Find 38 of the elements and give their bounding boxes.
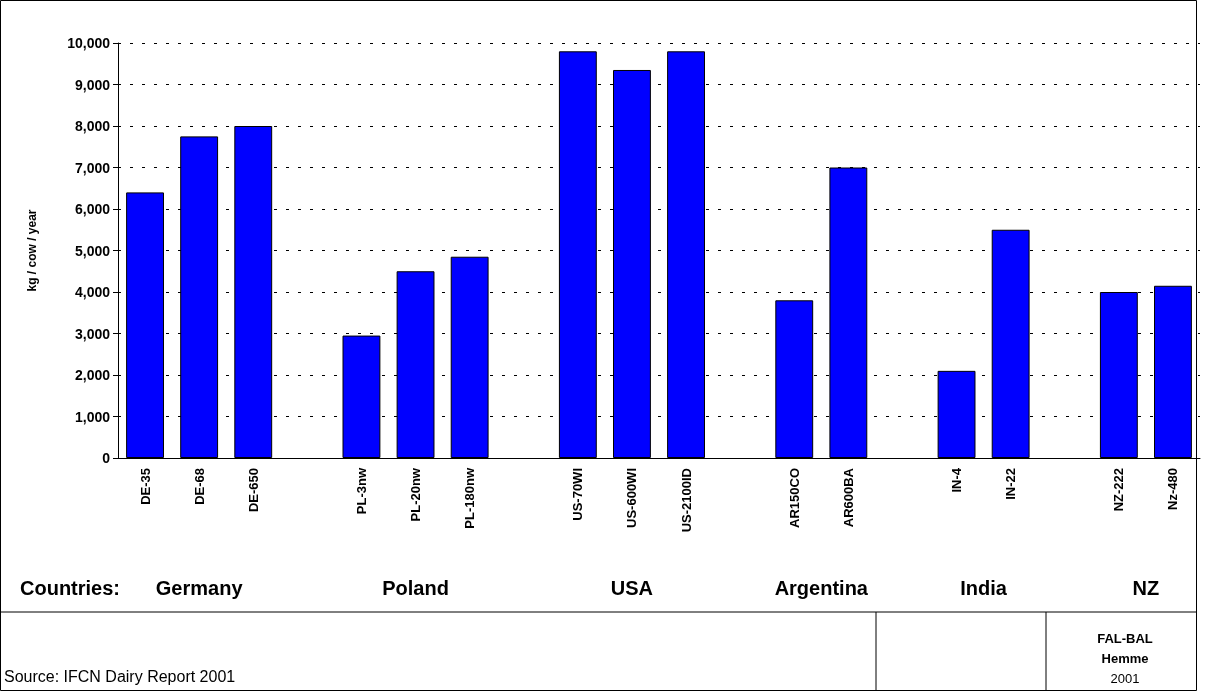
x-tick-label: PL-20nw <box>408 467 424 522</box>
y-axis-title: kg / cow / year <box>25 209 39 292</box>
y-tick-label: 2,000 <box>74 367 111 383</box>
y-tick-label: 5,000 <box>74 242 111 259</box>
text: NZ <box>1132 577 1160 599</box>
source-note: Source: IFCN Dairy Report 2001 <box>4 667 236 685</box>
y-tick-label: 4,000 <box>74 284 111 300</box>
x-tick-label: DE-35 <box>137 468 153 505</box>
y-tick-label: 6,000 <box>74 201 111 217</box>
x-tick-label: IN-4 <box>949 467 965 493</box>
text: Hemme <box>1101 650 1149 666</box>
y-tick-label: 3,000 <box>74 325 111 342</box>
x-tick-label: NZ-222 <box>1111 468 1127 512</box>
y-tick-label: 9,000 <box>74 76 111 93</box>
y-tick-label: 8,000 <box>74 118 111 134</box>
x-tick-label: US-600WI <box>624 468 640 528</box>
text: India <box>960 577 1008 599</box>
x-tick-label: AR150CO <box>786 468 802 528</box>
y-tick-label: 10,000 <box>67 35 111 51</box>
text: 2001 <box>1110 670 1140 686</box>
text: FAL-BAL <box>1097 630 1153 646</box>
x-tick-label: DE-68 <box>191 468 207 505</box>
x-tick-label: AR600BA <box>840 467 856 528</box>
x-tick-label: DE-650 <box>245 468 261 513</box>
y-tick-label: 7,000 <box>74 159 111 176</box>
x-tick-label: US-70WI <box>570 468 586 521</box>
x-tick-label: IN-22 <box>1003 468 1019 500</box>
x-tick-label: PL-3nw <box>353 467 369 515</box>
y-tick-label: 1,000 <box>74 408 111 425</box>
text: USA <box>610 577 654 599</box>
text: Countries: <box>20 577 120 599</box>
text: Argentina <box>774 577 869 599</box>
text: Germany <box>155 577 244 599</box>
y-tick-label: 0 <box>102 450 111 466</box>
text: Poland <box>382 577 449 599</box>
x-tick-label: PL-180nw <box>462 467 478 529</box>
x-tick-label: US-2100ID <box>678 468 694 533</box>
x-tick-label: Nz-480 <box>1165 468 1181 510</box>
